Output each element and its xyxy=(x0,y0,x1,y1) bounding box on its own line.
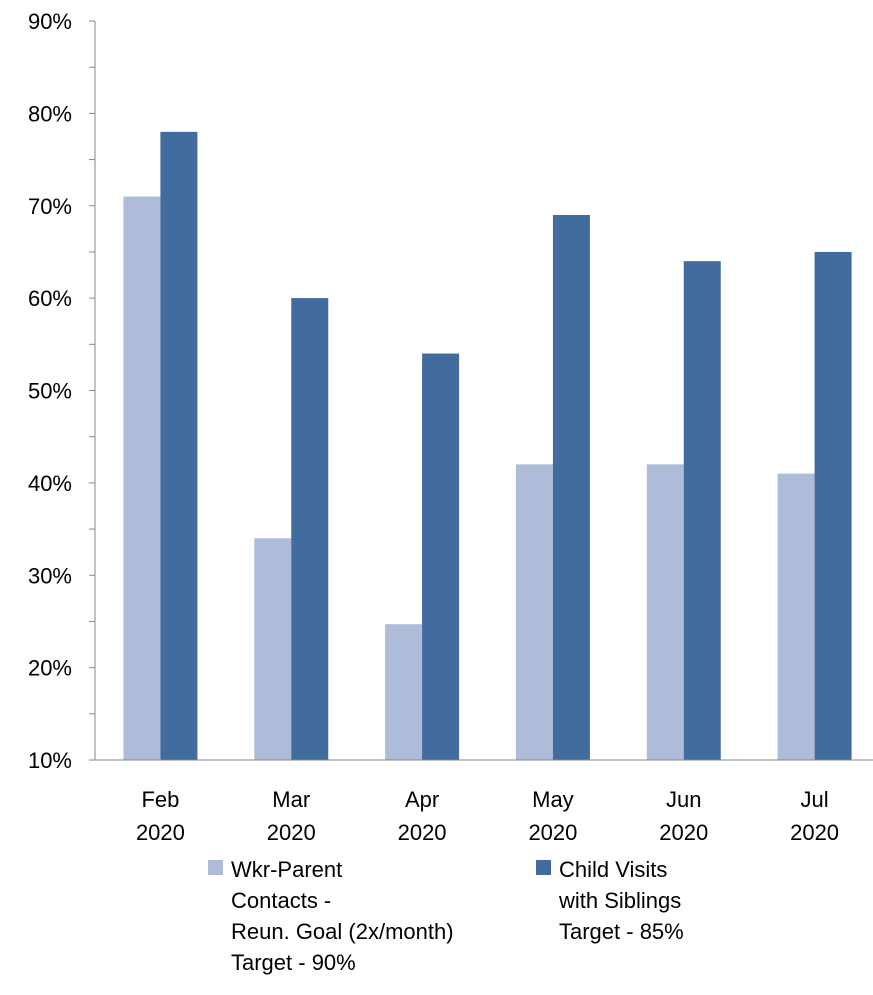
bars-layer xyxy=(123,131,852,761)
y-tick-label: 40% xyxy=(28,471,72,496)
legend-label-wkr-parent: Wkr-Parent Contacts -Reun. Goal (2x/month… xyxy=(231,857,454,975)
bar-child-visits-jul xyxy=(814,251,852,760)
legend-label-child-visits: Child Visits with Siblings Target - 85% xyxy=(558,857,684,944)
y-tick-label: 50% xyxy=(28,379,72,404)
bar-wkr-parent-mar xyxy=(254,538,292,760)
bar-wkr-parent-jun xyxy=(646,464,684,760)
bar-wkr-parent-feb xyxy=(123,196,161,760)
x-tick-label: Feb 2020 xyxy=(136,787,185,845)
y-tick-label: 60% xyxy=(28,286,72,311)
x-tick-label: Mar 2020 xyxy=(267,787,316,845)
y-tick-label: 80% xyxy=(28,101,72,126)
bar-child-visits-mar xyxy=(291,298,329,760)
bar-wkr-parent-jul xyxy=(777,473,815,760)
y-tick-label: 70% xyxy=(28,194,72,219)
legend: Wkr-Parent Contacts -Reun. Goal (2x/month… xyxy=(208,857,684,975)
y-tick-label: 30% xyxy=(28,563,72,588)
y-tick-label: 10% xyxy=(28,748,72,773)
y-tick-label: 20% xyxy=(28,656,72,681)
x-tick-label: Apr 2020 xyxy=(398,787,447,845)
x-tick-label: May 2020 xyxy=(528,787,577,845)
bar-wkr-parent-apr xyxy=(385,624,423,760)
bar-wkr-parent-may xyxy=(515,464,553,760)
axis-layer xyxy=(89,20,873,761)
bar-child-visits-may xyxy=(552,214,590,761)
y-tick-label: 90% xyxy=(28,9,72,34)
legend-swatch-wkr-parent xyxy=(208,860,223,875)
legend-swatch-child-visits xyxy=(536,860,551,875)
labels-layer: 10% 20% 30% 40% 50% 60% 70% 80% 90% Feb 2020 Mar 202… xyxy=(28,9,839,845)
x-tick-label: Jun 2020 xyxy=(659,787,708,845)
bar-child-visits-apr xyxy=(422,353,460,760)
bar-child-visits-feb xyxy=(160,131,198,761)
x-tick-label: Jul 2020 xyxy=(790,787,839,845)
bar-child-visits-jun xyxy=(683,261,721,760)
